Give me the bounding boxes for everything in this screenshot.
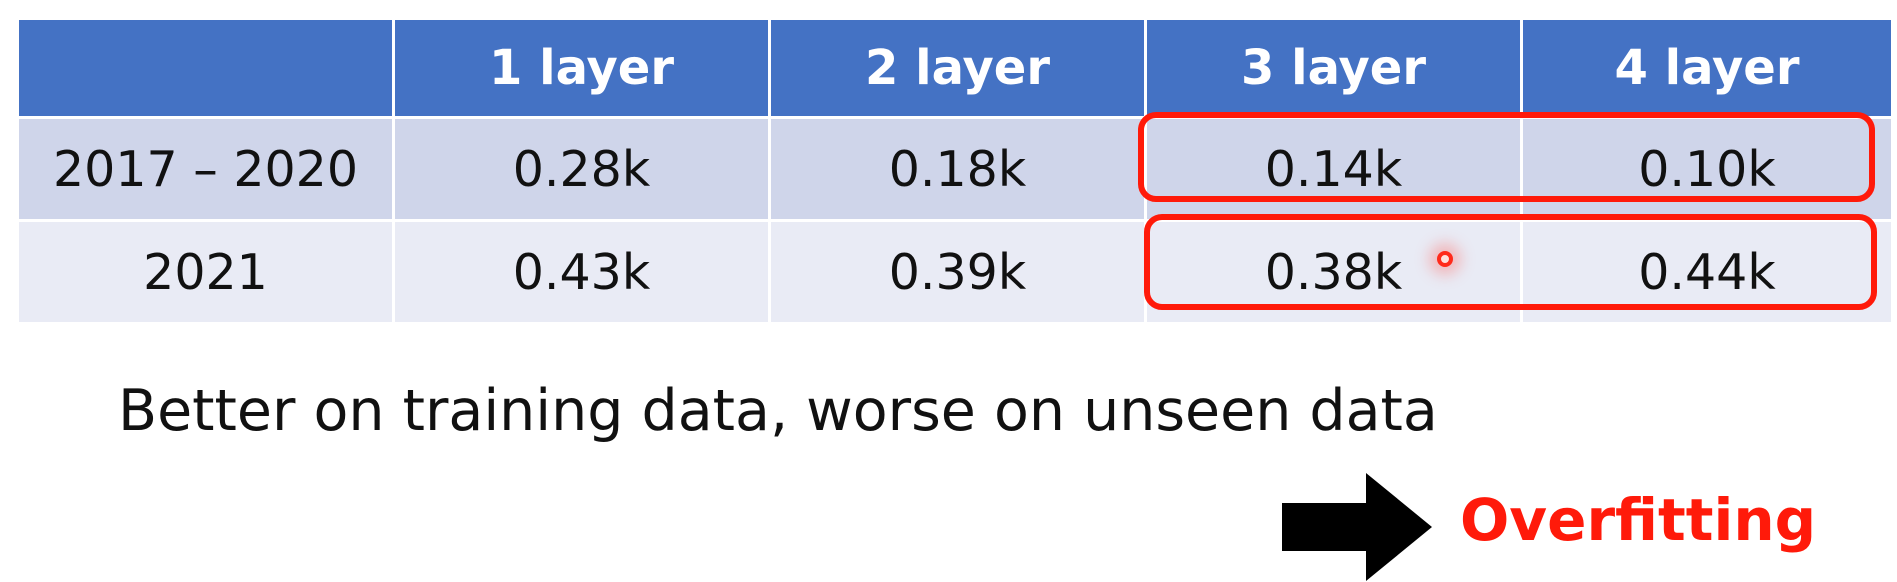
table-cell: 0.43k — [395, 222, 768, 322]
column-header-1-layer: 1 layer — [395, 20, 768, 116]
results-table: 1 layer 2 layer 3 layer 4 layer 2017 – 2… — [19, 20, 1891, 322]
laser-pointer-dot — [1437, 251, 1453, 267]
conclusion-label: Overfitting — [1460, 486, 1817, 554]
column-header-2-layer: 2 layer — [771, 20, 1144, 116]
table-corner-cell — [19, 20, 392, 116]
table-cell: 0.39k — [771, 222, 1144, 322]
column-header-3-layer: 3 layer — [1147, 20, 1520, 116]
table-cell: 0.18k — [771, 119, 1144, 219]
right-arrow-icon — [1282, 473, 1432, 581]
table-cell: 0.10k — [1523, 119, 1891, 219]
row-label-2017-2020: 2017 – 2020 — [19, 119, 392, 219]
table-cell: 0.44k — [1523, 222, 1891, 322]
table-cell: 0.28k — [395, 119, 768, 219]
row-label-2021: 2021 — [19, 222, 392, 322]
table-cell: 0.38k — [1147, 222, 1520, 322]
caption-text: Better on training data, worse on unseen… — [118, 378, 1438, 444]
table-cell: 0.14k — [1147, 119, 1520, 219]
column-header-4-layer: 4 layer — [1523, 20, 1891, 116]
